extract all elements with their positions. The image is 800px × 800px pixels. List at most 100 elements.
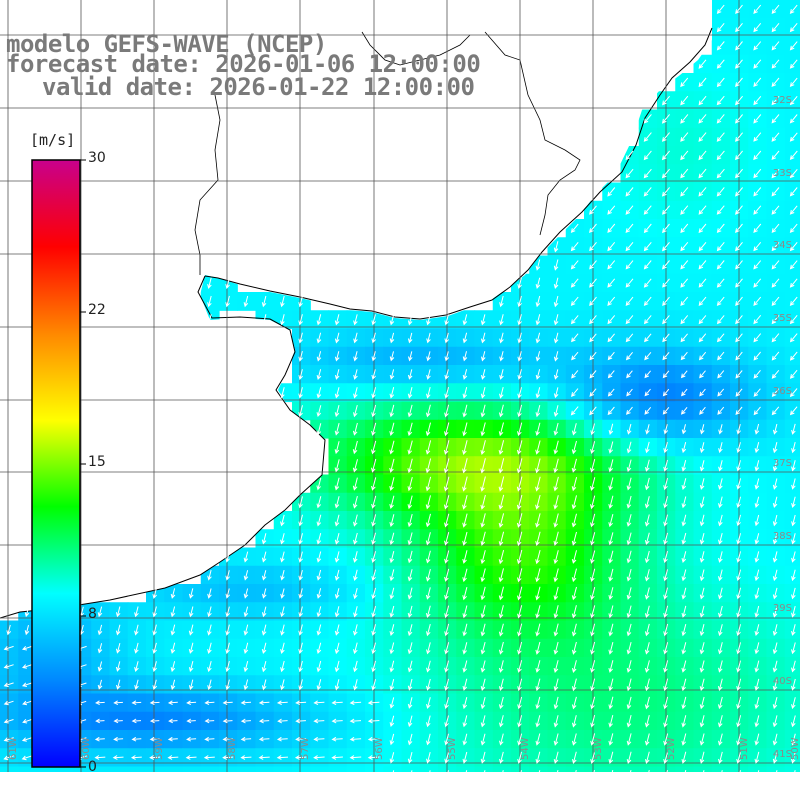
wind-arrow	[225, 624, 230, 636]
wind-arrow	[716, 223, 725, 233]
wind-arrow	[553, 733, 559, 746]
wind-arrow	[462, 513, 468, 528]
wind-arrow	[535, 314, 541, 326]
wind-arrow	[645, 459, 650, 472]
wind-arrow	[407, 422, 413, 437]
wind-arrow	[313, 718, 325, 724]
wind-arrow	[316, 314, 322, 326]
wind-arrow	[298, 642, 303, 655]
wind-arrow	[698, 59, 707, 69]
wind-arrow	[352, 440, 358, 455]
wind-arrow	[789, 278, 798, 288]
wind-arrow	[334, 532, 340, 545]
wind-arrow	[371, 404, 377, 418]
wind-arrow	[644, 714, 650, 728]
wind-arrow	[680, 296, 689, 307]
wind-cell	[784, 602, 800, 622]
wind-arrow	[371, 422, 377, 436]
wind-arrow	[353, 369, 358, 380]
wind-arrow	[608, 477, 614, 491]
wind-arrow	[772, 678, 778, 691]
wind-arrow	[590, 423, 595, 436]
wind-arrow	[498, 696, 504, 710]
wind-arrow	[589, 315, 597, 325]
wind-arrow	[462, 332, 468, 344]
wind-arrow	[789, 114, 798, 124]
wind-arrow	[426, 715, 431, 728]
wind-arrow	[371, 587, 376, 600]
wind-arrow	[681, 424, 687, 435]
wind-arrow	[716, 278, 725, 288]
wind-arrow	[680, 278, 689, 288]
wind-arrow	[313, 773, 325, 779]
wind-arrow	[498, 422, 504, 437]
wind-arrow	[498, 605, 504, 619]
wind-arrow	[699, 514, 705, 527]
wind-arrow	[353, 532, 358, 545]
wind-arrow	[663, 733, 669, 746]
wind-cell	[784, 328, 800, 348]
lat-label: 37S	[772, 458, 792, 469]
wind-arrow	[553, 568, 559, 583]
wind-arrow	[188, 588, 194, 599]
wind-arrow	[699, 388, 706, 397]
wind-arrow	[462, 733, 468, 746]
wind-arrow	[480, 696, 486, 710]
wind-arrow	[276, 773, 289, 779]
colorbar-tick-30: 30	[88, 150, 106, 166]
wind-arrow	[553, 241, 559, 253]
wind-arrow	[736, 514, 741, 527]
wind-arrow	[791, 697, 796, 710]
wind-arrow	[607, 351, 615, 361]
wind-arrow	[736, 442, 741, 454]
lon-label: 60W	[81, 737, 92, 760]
wind-arrow	[663, 569, 668, 582]
wind-arrow	[571, 476, 578, 492]
wind-arrow	[444, 550, 450, 564]
wind-arrow	[134, 679, 139, 691]
wind-arrow	[407, 715, 413, 728]
wind-arrow	[607, 406, 615, 416]
wind-arrow	[736, 751, 741, 764]
wind-arrow	[225, 295, 230, 308]
lon-label: 57W	[300, 737, 311, 760]
wind-arrow	[280, 588, 285, 599]
wind-arrow	[753, 41, 762, 51]
wind-arrow	[316, 588, 322, 599]
wind-arrow	[736, 587, 741, 600]
lat-label: 34S	[772, 240, 792, 251]
wind-arrow	[716, 22, 725, 33]
wind-arrow	[389, 587, 395, 600]
wind-arrow	[753, 406, 761, 416]
wind-arrow	[736, 624, 741, 637]
wind-arrow	[389, 332, 395, 344]
wind-arrow	[663, 587, 668, 600]
wind-cell	[784, 146, 800, 165]
wind-arrow	[753, 168, 762, 179]
wind-arrow	[625, 351, 633, 361]
wind-arrow	[425, 422, 431, 437]
wind-arrow	[334, 369, 340, 380]
wind-arrow	[389, 351, 395, 362]
wind-arrow	[718, 551, 723, 563]
wind-arrow	[444, 733, 449, 746]
wind-arrow	[625, 223, 634, 233]
wind-arrow	[21, 773, 33, 779]
wind-arrow	[571, 513, 577, 528]
wind-arrow	[334, 624, 340, 636]
wind-arrow	[207, 679, 212, 691]
wind-arrow	[590, 605, 596, 619]
wind-arrow	[644, 605, 650, 618]
wind-arrow	[517, 641, 523, 655]
wind-arrow	[736, 605, 741, 618]
wind-arrow	[698, 150, 707, 161]
wind-arrow	[444, 751, 449, 764]
wind-arrow	[407, 587, 413, 600]
wind-arrow	[480, 641, 486, 655]
wind-arrow	[662, 296, 670, 307]
wind-arrow	[498, 641, 504, 655]
wind-arrow	[553, 277, 559, 290]
wind-arrow	[718, 424, 723, 435]
wind-arrow	[680, 333, 688, 343]
wind-arrow	[240, 755, 252, 760]
